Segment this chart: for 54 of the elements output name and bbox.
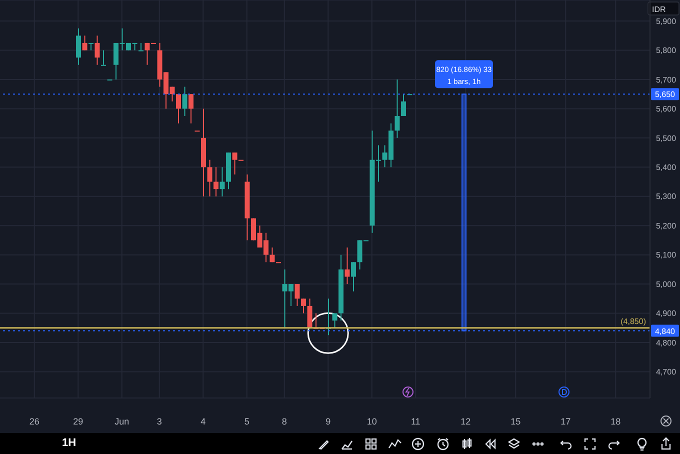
y-tick-label: 4,800	[656, 338, 677, 348]
y-tick-label: 5,200	[656, 221, 677, 230]
candlestick	[188, 94, 194, 124]
y-tick-label: 4,700	[656, 368, 677, 377]
x-tick-label: 10	[366, 416, 377, 426]
ref-line-label: (4,850)	[620, 316, 646, 326]
candlestick	[351, 262, 356, 292]
x-tick-label: 9	[326, 416, 331, 426]
candlestick	[220, 166, 225, 197]
y-tick-label: 5,000	[656, 280, 677, 289]
ref-line-label: 5,650	[654, 90, 676, 100]
y-tick-label: 5,100	[656, 250, 677, 260]
y-tick-label: 5,800	[656, 46, 677, 56]
candlestick	[307, 298, 312, 328]
y-axis-title: IDR	[652, 5, 666, 14]
candlestick	[94, 35, 100, 66]
text: 1H	[62, 437, 76, 449]
y-tick-label: 5,600	[656, 104, 677, 114]
y-tick-label: 5,500	[656, 134, 677, 143]
candlestick	[76, 28, 81, 66]
y-tick-label: 5,700	[656, 75, 677, 84]
candlestick	[332, 312, 338, 328]
ref-line-label: 4,840	[654, 326, 676, 336]
x-tick-label: 12	[460, 416, 471, 426]
x-tick-label: 29	[73, 416, 84, 426]
x-tick-label: 5	[244, 416, 250, 426]
x-tick-label: Jun	[114, 416, 130, 426]
x-tick-label: 8	[282, 416, 287, 426]
x-tick-label: 15	[510, 416, 521, 426]
candlestick	[344, 247, 350, 285]
x-tick-label: 11	[410, 416, 420, 426]
candlestick	[182, 86, 188, 117]
y-tick-label: 5,400	[656, 162, 677, 172]
candlestick	[82, 35, 88, 51]
x-tick-label: 3	[156, 416, 162, 426]
x-tick-label: 17	[560, 416, 571, 426]
candlestick	[101, 50, 106, 66]
x-tick-label: 4	[200, 416, 206, 426]
y-tick-label: 4,900	[656, 309, 677, 318]
candlestick	[394, 78, 400, 138]
candlestick	[270, 247, 275, 263]
candlestick	[232, 152, 238, 175]
candlestick	[138, 42, 144, 52]
candlestick	[214, 166, 218, 197]
candlestick	[207, 159, 212, 197]
candlestick	[401, 94, 406, 117]
candlestick	[294, 284, 300, 306]
candlestick	[176, 94, 181, 124]
candlestick	[88, 42, 94, 51]
y-tick-label: 5,900	[656, 16, 677, 26]
x-tick-label: 26	[29, 416, 40, 426]
y-tick-label: 5,300	[656, 192, 677, 202]
candlestick	[301, 298, 306, 314]
x-tick-label: 18	[610, 416, 621, 426]
